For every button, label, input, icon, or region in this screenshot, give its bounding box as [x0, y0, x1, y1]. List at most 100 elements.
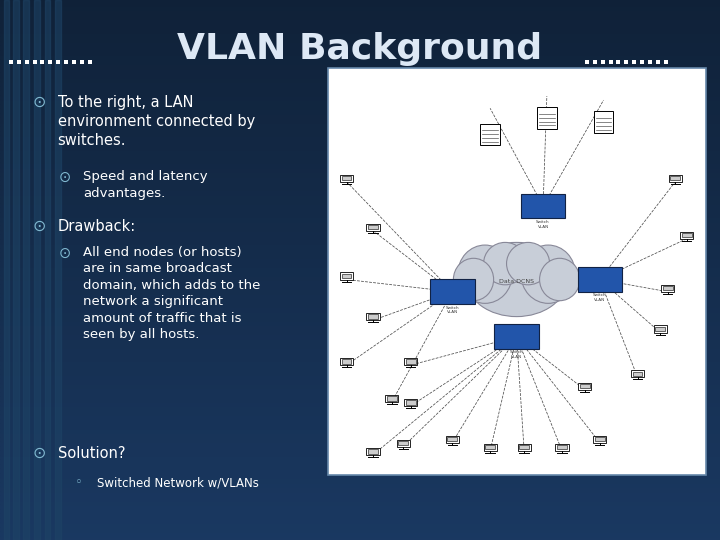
Bar [0, 536, 720, 540]
Bar [0, 288, 720, 293]
Bar [341, 274, 351, 278]
Bar [0, 27, 720, 31]
Bar [0, 504, 720, 509]
Bar [0, 230, 720, 234]
Bar [633, 372, 642, 376]
Bar [594, 111, 613, 133]
FancyBboxPatch shape [495, 325, 539, 349]
Bar [680, 232, 693, 239]
Text: ◦: ◦ [76, 476, 83, 489]
Bar [0, 396, 720, 401]
Bar [0, 234, 720, 239]
Bar [0, 310, 720, 315]
Bar [0, 176, 720, 180]
Bar [0, 382, 720, 387]
Text: Switched Network w/VLANs: Switched Network w/VLANs [97, 476, 259, 489]
FancyBboxPatch shape [577, 267, 622, 292]
Bar [13, 0, 19, 540]
Bar [0, 36, 720, 40]
Bar [341, 359, 351, 364]
Bar [0, 225, 720, 229]
Bar [0, 243, 720, 247]
Bar [0, 414, 720, 418]
Bar [0, 81, 720, 85]
Bar [0, 193, 720, 198]
Bar [0, 54, 720, 58]
Bar [0, 117, 720, 122]
Bar [682, 233, 692, 238]
Text: Drawback:: Drawback: [58, 219, 136, 234]
Bar [484, 444, 497, 451]
Text: ⊙: ⊙ [58, 170, 71, 185]
Bar [0, 517, 720, 522]
Bar [0, 158, 720, 162]
Bar [0, 270, 720, 274]
Bar [0, 279, 720, 284]
Bar [0, 18, 720, 23]
Text: ⊙: ⊙ [33, 446, 46, 461]
Bar [0, 72, 720, 77]
Text: ⊙: ⊙ [33, 94, 46, 110]
Bar [45, 0, 50, 540]
Text: Data DCNS: Data DCNS [499, 279, 534, 284]
Bar [23, 0, 29, 540]
Bar [4, 0, 9, 540]
Ellipse shape [484, 242, 526, 285]
Bar [0, 423, 720, 428]
Bar [0, 85, 720, 90]
Bar [0, 306, 720, 310]
FancyBboxPatch shape [430, 279, 474, 304]
Bar [0, 459, 720, 463]
Bar [661, 285, 675, 292]
Ellipse shape [539, 258, 580, 301]
Bar [0, 212, 720, 216]
Text: Switch
VLAN: Switch VLAN [510, 350, 523, 359]
Bar [0, 148, 720, 153]
Bar [0, 274, 720, 279]
Bar [0, 495, 720, 500]
Bar [0, 239, 720, 243]
Bar [0, 477, 720, 482]
Bar [0, 0, 720, 4]
FancyBboxPatch shape [328, 68, 706, 475]
Bar [340, 358, 353, 365]
Bar [55, 0, 61, 540]
Bar [0, 351, 720, 355]
Bar [0, 256, 720, 261]
Bar [340, 273, 353, 280]
Bar [0, 284, 720, 288]
Bar [593, 436, 606, 443]
Bar [0, 360, 720, 364]
Bar [0, 185, 720, 189]
Bar [0, 405, 720, 409]
Bar [0, 428, 720, 432]
Bar [368, 314, 378, 319]
Bar [480, 124, 500, 145]
Bar [0, 112, 720, 117]
Bar [0, 513, 720, 517]
Bar [555, 444, 569, 451]
Bar [0, 486, 720, 490]
Bar [0, 68, 720, 72]
Bar [0, 526, 720, 531]
Bar [0, 99, 720, 104]
Bar [397, 440, 410, 447]
Bar [0, 4, 720, 9]
Bar [0, 207, 720, 212]
Bar [0, 202, 720, 207]
Bar [0, 342, 720, 347]
Bar [406, 400, 415, 404]
Bar [0, 369, 720, 374]
Bar [0, 500, 720, 504]
Bar [0, 401, 720, 405]
Bar [366, 313, 379, 320]
Bar [0, 324, 720, 328]
Bar [0, 144, 720, 148]
Text: To the right, a LAN
environment connected by
switches.: To the right, a LAN environment connecte… [58, 94, 255, 148]
Bar [0, 387, 720, 392]
Bar [670, 176, 680, 180]
Bar [0, 50, 720, 54]
Bar [485, 445, 495, 449]
FancyBboxPatch shape [521, 194, 565, 218]
Bar [0, 139, 720, 144]
